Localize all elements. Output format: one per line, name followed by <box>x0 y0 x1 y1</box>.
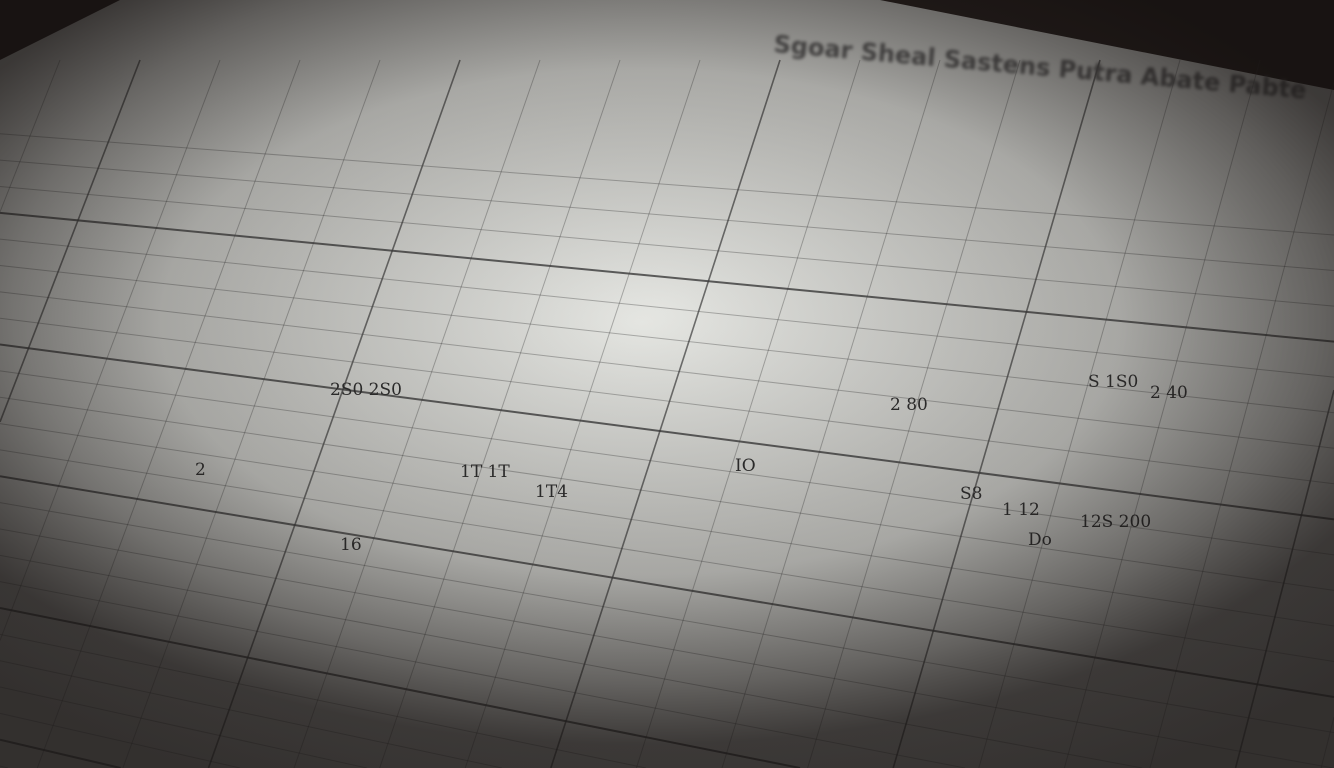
handwritten-entry: 2 80 <box>890 395 928 415</box>
handwritten-entry: 1 12 <box>1002 500 1040 520</box>
handwritten-entry: 12S 200 <box>1080 512 1152 532</box>
handwritten-entry: 1T 1T <box>460 462 510 482</box>
handwritten-entry: 2 <box>195 460 206 480</box>
handwritten-entry: S8 <box>960 484 983 504</box>
handwritten-entry: Do <box>1028 530 1052 550</box>
handwritten-entry: 16 <box>340 535 362 555</box>
handwritten-entry: 2S0 2S0 <box>330 380 402 400</box>
handwritten-entry: 2 40 <box>1150 383 1188 403</box>
handwritten-entry: 1T4 <box>535 482 568 502</box>
handwritten-entry: S 1S0 <box>1088 372 1139 392</box>
handwritten-entry: IO <box>735 456 756 476</box>
